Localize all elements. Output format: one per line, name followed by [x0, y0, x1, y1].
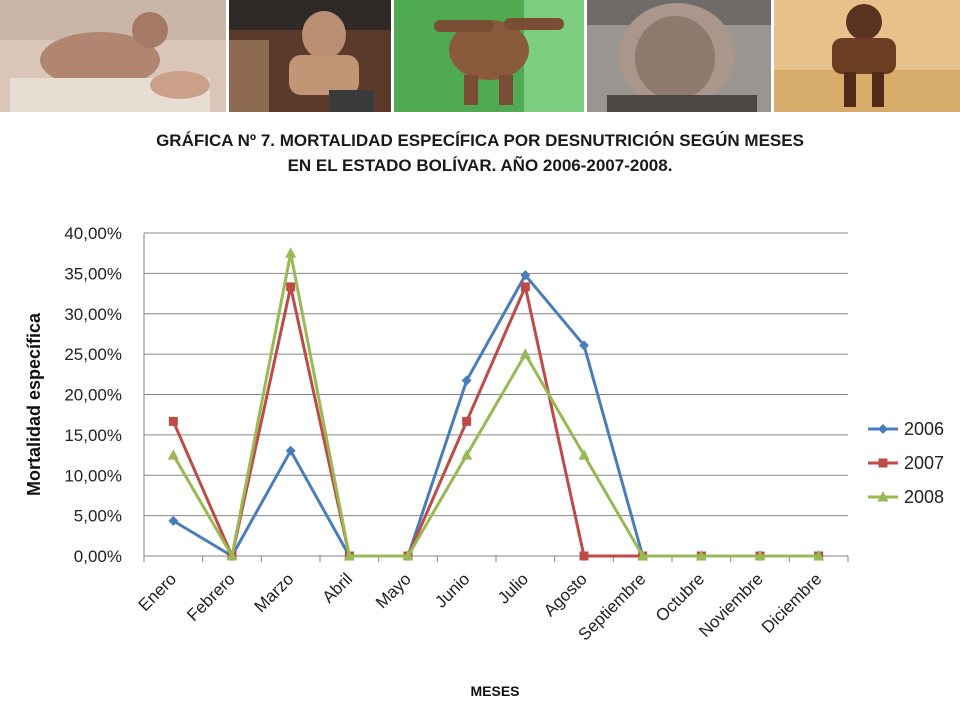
data-point-2006: [520, 270, 531, 281]
x-tick-label: Enero: [135, 569, 181, 615]
x-axis-title: MESES: [470, 683, 519, 699]
photo-1: [0, 0, 226, 112]
data-point-2007: [462, 416, 472, 426]
photo-4: [587, 0, 771, 112]
y-tick-label: 40,00%: [64, 224, 122, 243]
data-point-2007: [520, 282, 530, 292]
legend-label-2006: 2006: [904, 419, 944, 439]
photo-3: [394, 0, 584, 112]
photo-4-image: [587, 0, 771, 112]
series-line-2006: [172, 273, 819, 558]
data-point-2006: [579, 340, 589, 351]
chart-title-line-1: GRÁFICA Nº 7. MORTALIDAD ESPECÍFICA POR …: [156, 131, 804, 150]
y-tick-label: 15,00%: [64, 426, 122, 445]
photo-5-image: [774, 0, 960, 112]
x-tick-label: Marzo: [251, 569, 298, 616]
data-point-2007: [286, 282, 296, 292]
data-point-2007: [579, 551, 589, 561]
data-point-2008: [695, 550, 707, 561]
y-tick-label: 30,00%: [64, 305, 122, 324]
x-tick-label: Mayo: [372, 569, 415, 612]
x-tick-label: Julio: [494, 569, 532, 607]
x-tick-label: Octubre: [652, 569, 708, 625]
data-point-2008: [637, 550, 649, 561]
y-tick-label: 25,00%: [64, 345, 122, 364]
photo-1-image: [0, 0, 226, 112]
photo-strip: [0, 0, 960, 114]
x-tick-label: Agosto: [540, 569, 591, 620]
x-tick-label: Noviembre: [695, 569, 767, 641]
y-tick-label: 0,00%: [74, 547, 122, 566]
data-point-2006: [461, 375, 472, 386]
x-tick-label: Junio: [431, 569, 473, 611]
y-tick-label: 35,00%: [64, 264, 122, 283]
photo-3-image: [394, 0, 584, 112]
legend-label-2008: 2008: [904, 487, 944, 507]
x-tick-label: Diciembre: [758, 569, 826, 637]
data-point-2008: [343, 550, 355, 561]
data-point-2006: [285, 445, 296, 456]
data-point-2008: [226, 550, 238, 561]
legend-marker-2008: [877, 491, 889, 502]
y-tick-label: 20,00%: [64, 386, 122, 405]
data-point-2008: [285, 247, 297, 258]
chart-title: GRÁFICA Nº 7. MORTALIDAD ESPECÍFICA POR …: [0, 128, 960, 178]
y-tick-label: 5,00%: [74, 507, 122, 526]
x-tick-label: Abril: [319, 569, 356, 606]
data-point-2008: [461, 449, 473, 460]
data-point-2008: [813, 550, 825, 561]
photo-2: [229, 0, 391, 112]
data-point-2008: [167, 449, 179, 460]
data-point-2008: [402, 550, 414, 561]
chart-title-line-2: EN EL ESTADO BOLÍVAR. AÑO 2006-2007-2008…: [287, 156, 673, 175]
legend-marker-2006: [878, 424, 888, 434]
y-axis-title: Mortalidad específica: [24, 312, 44, 496]
x-tick-label: Febrero: [183, 569, 239, 625]
data-point-2008: [578, 449, 590, 460]
legend-marker-2007: [878, 458, 888, 468]
y-tick-label: 10,00%: [64, 466, 122, 485]
series-line-2008: [172, 251, 819, 558]
data-point-2008: [519, 348, 531, 359]
photo-2-image: [229, 0, 391, 112]
data-point-2008: [754, 550, 766, 561]
legend-label-2007: 2007: [904, 453, 944, 473]
data-point-2006: [168, 515, 179, 526]
data-point-2007: [168, 416, 178, 426]
photo-5: [774, 0, 960, 112]
